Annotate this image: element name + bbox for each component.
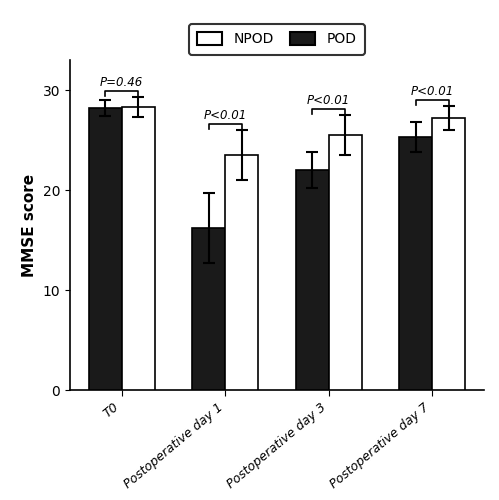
- Text: P<0.01: P<0.01: [204, 109, 247, 122]
- Bar: [122, 107, 155, 390]
- Y-axis label: MMSE score: MMSE score: [22, 174, 37, 277]
- Text: P<0.01: P<0.01: [307, 94, 350, 107]
- Bar: [192, 228, 225, 390]
- Legend: NPOD, POD: NPOD, POD: [189, 24, 365, 54]
- Text: P<0.01: P<0.01: [411, 85, 454, 98]
- Bar: [399, 137, 432, 390]
- Bar: [329, 135, 362, 390]
- Text: P=0.46: P=0.46: [100, 76, 143, 89]
- Bar: [295, 170, 329, 390]
- Bar: [225, 155, 258, 390]
- Bar: [89, 108, 122, 390]
- Bar: [432, 118, 465, 390]
